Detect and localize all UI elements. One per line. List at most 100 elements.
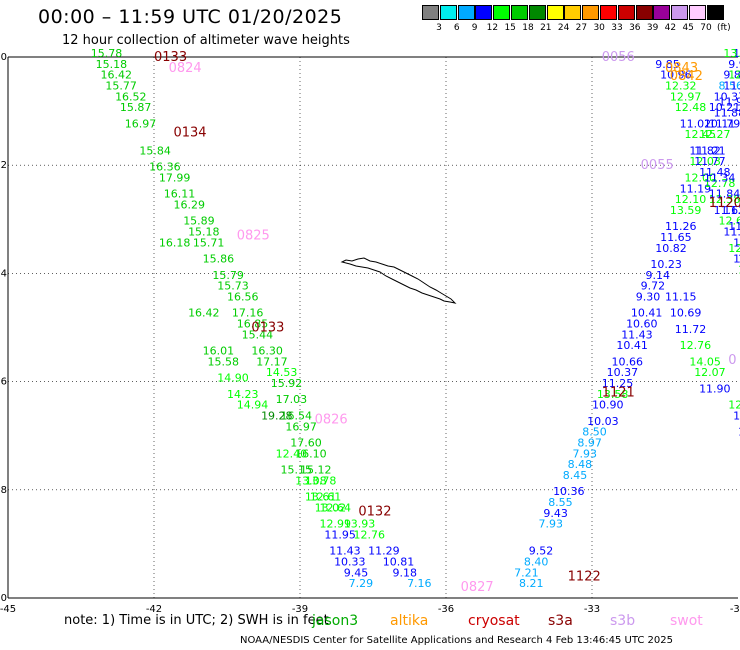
wave-height-value: 10.21	[709, 101, 740, 114]
wave-height-value: 15.18	[96, 58, 128, 71]
wave-height-value: 11.34	[704, 171, 736, 184]
wave-height-value: 17.03	[276, 393, 308, 406]
legend-swatch	[546, 5, 564, 20]
wave-height-value: 11.51	[733, 253, 740, 266]
wave-height-value: 12.45	[684, 128, 716, 141]
wave-height-value: 12.01	[728, 399, 740, 412]
wave-height-value: 7.29	[349, 577, 374, 590]
wave-height-value: 14.90	[217, 372, 249, 385]
axis-ticks: -45 -42 -39 -36 -33 -30 -50 -52 -54 -56 -58 -60	[0, 52, 740, 615]
legend-label: 3	[436, 23, 442, 33]
wave-height-value: 10.60	[626, 318, 658, 331]
wave-height-value: 15.84	[139, 144, 171, 157]
wave-height-value: 15.89	[183, 215, 215, 228]
wave-height-value: 10.03	[587, 415, 619, 428]
legend-label: 39	[646, 23, 659, 33]
satellite-legend-item: altika	[390, 613, 429, 629]
wave-height-value: 15.44	[242, 328, 274, 341]
wave-height-points: 15.7815.1816.4215.7716.5215.8716.9715.84…	[91, 47, 740, 590]
pass-time-label: 1120	[709, 196, 740, 211]
wave-height-value: 11.88	[714, 107, 740, 120]
wave-height-value: 10.41	[616, 339, 648, 352]
grid	[8, 57, 738, 598]
wave-height-value: 7.21	[514, 566, 539, 579]
wave-height-value: 13.58	[597, 388, 629, 401]
wave-height-value: 12.97	[670, 90, 702, 103]
wave-height-value: 11.05	[723, 226, 740, 239]
wave-height-value: 16.18	[159, 236, 191, 249]
wave-height-value: 12.78	[704, 177, 736, 190]
wave-height-value: 14.05	[689, 355, 721, 368]
pass-time-label: 0827	[461, 580, 494, 595]
wave-height-value: 12.61	[310, 491, 342, 504]
footer-credit: NOAA/NESDIS Center for Satellite Applica…	[240, 635, 673, 646]
wave-height-value: 12.40	[276, 447, 308, 460]
wave-height-value: 11.90	[699, 382, 731, 395]
wave-height-value: 15.15	[281, 464, 313, 477]
wave-height-value: 13.78	[305, 474, 337, 487]
wave-height-value: 12.76	[680, 339, 712, 352]
wave-height-value: 11.98	[719, 96, 740, 109]
satellite-legend-item: s3a	[548, 613, 573, 629]
wave-height-value: 9.14	[646, 269, 671, 282]
wave-height-value: 17.99	[159, 171, 191, 184]
legend-swatch	[457, 5, 475, 20]
wave-height-value: 8.21	[519, 577, 544, 590]
chart-subtitle: 12 hour collection of altimeter wave hei…	[62, 33, 350, 48]
wave-height-value: 10.11	[704, 117, 736, 130]
wave-height-value: 15.12	[300, 464, 332, 477]
wave-height-value: 10.36	[553, 485, 585, 498]
satellite-legend-item: swot	[670, 613, 703, 629]
wave-height-value: 9.85	[655, 58, 680, 71]
wave-height-value: 12.00	[684, 171, 716, 184]
wave-height-value: 15.18	[188, 226, 220, 239]
wave-height-value: 19.28	[261, 409, 293, 422]
wave-height-value: 16.36	[149, 161, 181, 174]
wave-height-value: 10.96	[660, 69, 692, 82]
legend-swatch	[706, 5, 724, 20]
pass-time-label: 0843	[665, 61, 698, 76]
wave-height-value: 10.41	[631, 307, 663, 320]
x-tick-label: -42	[146, 604, 162, 615]
legend-swatch	[439, 5, 457, 20]
x-tick-label: -30	[730, 604, 740, 615]
wave-height-value: 10.00	[738, 253, 740, 266]
wave-height-value: 12.02	[728, 69, 740, 82]
wave-height-value: 16.56	[227, 290, 259, 303]
wave-height-value: 8.45	[563, 469, 588, 482]
wave-height-value: 9.91	[728, 58, 740, 71]
wave-height-value: 11.95	[723, 79, 740, 92]
wave-height-value: 7.93	[573, 447, 598, 460]
legend-label: 21	[540, 23, 552, 33]
pass-time-label: 1121	[602, 385, 635, 400]
wave-height-value: 16.85	[237, 318, 269, 331]
wave-height-value: 9.80	[723, 69, 740, 82]
wave-height-value: 14.53	[266, 366, 298, 379]
legend-label: 9	[471, 23, 478, 33]
wave-height-value: 11.79	[709, 117, 740, 130]
wave-height-value: 12.10	[675, 193, 707, 206]
legend-label: 15	[504, 23, 516, 33]
y-tick-label: -52	[0, 160, 7, 171]
pass-time-label: 0055	[641, 158, 674, 173]
wave-height-value: 14.94	[237, 399, 269, 412]
wave-height-value: 13.02	[315, 501, 347, 514]
pass-time-labels: 0133082401340825013308260132082711221121…	[154, 50, 740, 595]
x-tick-label: -39	[292, 604, 308, 615]
legend-label: 33	[611, 23, 623, 33]
wave-height-value: 10.69	[670, 307, 702, 320]
wave-height-value: 16.11	[164, 188, 196, 201]
wave-height-value: 12.76	[354, 528, 386, 541]
wave-height-value: 13.93	[344, 518, 376, 531]
wave-height-value: 16.01	[203, 345, 235, 358]
wave-height-value: 13.08	[295, 474, 327, 487]
legend-swatch	[511, 5, 528, 20]
wave-height-value: 8.48	[568, 458, 593, 471]
legend-swatch	[493, 5, 511, 20]
wave-height-value: 12.07	[694, 366, 726, 379]
wave-height-value: 11.82	[689, 144, 721, 157]
wave-height-value: 17.16	[232, 307, 264, 320]
pass-time-label: 0133	[251, 321, 284, 336]
wave-height-value: 12.38	[709, 193, 740, 206]
